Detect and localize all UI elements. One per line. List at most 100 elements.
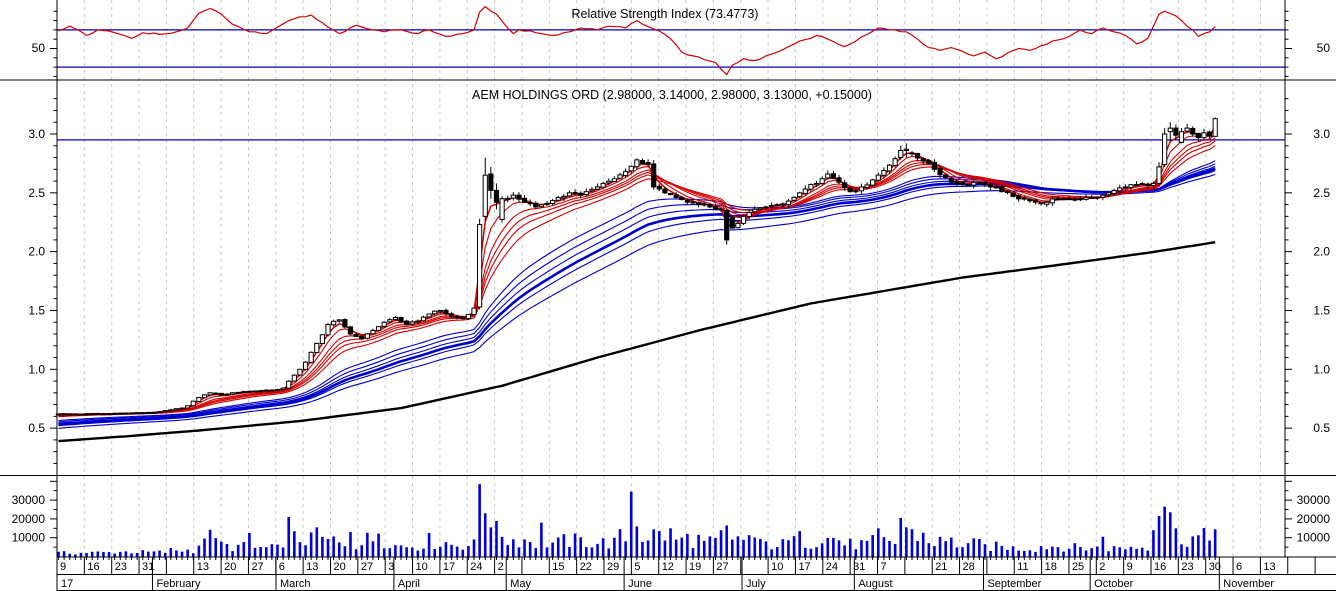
volume-bar <box>826 537 830 557</box>
volume-bar <box>674 539 678 557</box>
week-label: 31 <box>142 561 154 573</box>
week-label: 17 <box>443 561 455 573</box>
week-label: 27 <box>716 561 728 573</box>
candle-down <box>639 160 646 164</box>
volume-bar <box>96 551 100 557</box>
candle-up <box>757 207 763 210</box>
candle-up <box>392 317 398 321</box>
candle-down <box>847 187 853 193</box>
week-label: 9 <box>60 561 66 573</box>
calendar-strip: 9 16 23 31 13 20 27 6 13 20 27 3 10 17 24 2 15 22 29 5 12 19 2… <box>56 556 1336 591</box>
month-label: April <box>398 578 420 590</box>
candle-up <box>201 394 208 399</box>
candle-up <box>319 334 326 344</box>
candle-up <box>1077 198 1084 201</box>
candle-up <box>965 184 971 187</box>
candle-up <box>864 184 870 189</box>
long-ema-ribbon <box>58 160 1216 429</box>
volume-bar <box>231 551 234 557</box>
volume-bar <box>573 533 577 557</box>
volume-bar <box>1208 540 1211 557</box>
volume-bar <box>382 548 386 557</box>
candle-up <box>1150 182 1157 186</box>
week-label: 12 <box>662 561 674 573</box>
candle-up <box>813 182 820 186</box>
candle-up <box>207 392 213 396</box>
ema-12-line <box>58 140 1216 417</box>
candle-up <box>286 380 292 389</box>
candle-up <box>611 178 617 182</box>
volume-bar <box>203 538 206 557</box>
volume-bar <box>803 547 807 557</box>
candle-down <box>724 209 730 241</box>
volume-bar <box>523 539 526 557</box>
candle-down <box>993 186 999 189</box>
volume-bar <box>590 547 594 557</box>
volume-bar <box>169 547 173 557</box>
ema-60-line <box>58 173 1216 429</box>
candle-up <box>381 321 387 327</box>
week-label: 22 <box>580 561 592 573</box>
volume-bar <box>725 525 728 557</box>
volume-bar <box>534 548 538 557</box>
candle-down <box>712 205 719 211</box>
volume-bar <box>837 540 841 557</box>
month-label: June <box>628 578 652 590</box>
candle-up <box>477 224 483 308</box>
volume-bar <box>708 536 712 557</box>
candle-up <box>196 397 202 402</box>
volume-bar <box>742 539 745 557</box>
rsi-line-layer <box>58 5 1216 76</box>
candle-up <box>156 411 163 414</box>
volume-bar <box>731 539 734 557</box>
volume-bar <box>927 543 931 557</box>
candle-down <box>830 173 836 179</box>
candle-down <box>1055 198 1061 201</box>
candle-up <box>106 413 112 416</box>
candle-up <box>1060 198 1067 201</box>
candle-down <box>943 174 949 179</box>
volume-bar <box>180 551 184 557</box>
volume-bar <box>102 552 105 557</box>
candle-up <box>117 412 123 415</box>
volume-bar <box>225 543 229 557</box>
volume-bar <box>629 491 633 557</box>
month-label: February <box>156 578 201 590</box>
candle-down <box>701 203 707 206</box>
volume-bar <box>68 553 72 557</box>
candle-up <box>426 313 432 318</box>
candle-down <box>578 192 584 196</box>
volume-bar <box>792 536 796 557</box>
volume-bar <box>966 543 970 557</box>
month-label: September <box>987 578 1041 590</box>
volume-bar <box>304 545 307 557</box>
candle-up <box>769 204 775 207</box>
volume-bar <box>208 529 212 557</box>
candle-up <box>308 351 314 363</box>
volume-bar <box>287 517 291 557</box>
volume-bar <box>79 552 83 557</box>
volume-bar <box>478 484 481 557</box>
price-tick-label-right: 1.5 <box>1313 303 1330 317</box>
candle-down <box>684 199 690 203</box>
candle-up <box>185 405 191 409</box>
candle-up <box>162 410 168 413</box>
candle-down <box>982 182 988 185</box>
volume-bar <box>1101 536 1105 557</box>
price-tick-label-right: 1.0 <box>1313 362 1330 376</box>
volume-bar <box>90 551 94 557</box>
volume-bar <box>624 541 627 557</box>
candle-up <box>258 390 264 393</box>
volume-bar <box>562 534 566 557</box>
volume-bar <box>893 543 897 557</box>
candle-down <box>1206 131 1213 137</box>
week-label: 30 <box>1209 561 1221 573</box>
volume-bar <box>854 549 858 557</box>
volume-bar <box>556 537 560 557</box>
candle-down <box>718 208 724 211</box>
volume-bar <box>680 537 684 557</box>
volume-bar <box>714 537 717 557</box>
candle-up <box>409 321 415 325</box>
candle-down <box>252 390 258 393</box>
